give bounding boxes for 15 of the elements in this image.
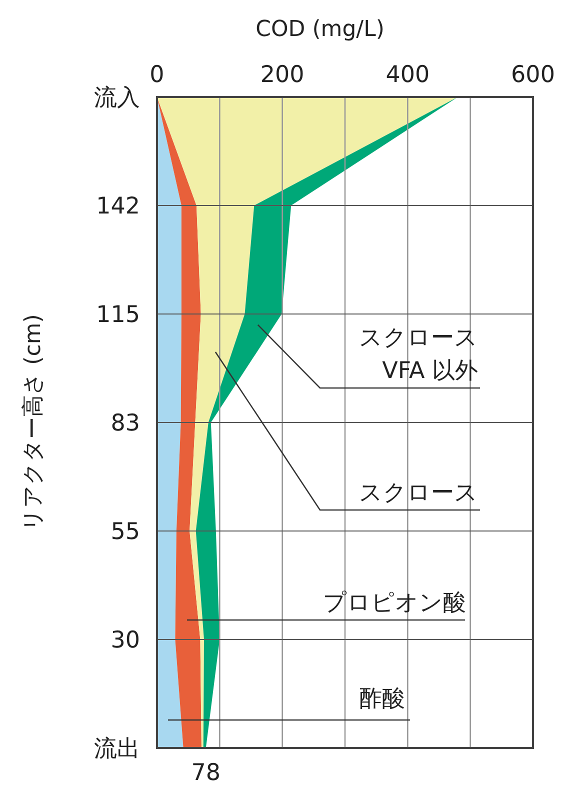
x-tick-label: 600	[511, 62, 555, 88]
text: スクロース	[359, 480, 478, 506]
x-tick-label: 0	[150, 62, 164, 88]
x-tick-label: 200	[260, 62, 304, 88]
y-tick-label: 55	[110, 519, 140, 545]
x-tick-label: 400	[386, 62, 430, 88]
y-tick-label: 流入	[94, 85, 140, 111]
y-tick-label: 83	[110, 410, 140, 436]
x-axis-title: COD (mg/L)	[256, 17, 384, 42]
y-axis-title: リアクター高さ (cm)	[21, 314, 46, 531]
annotation: 78	[191, 760, 221, 786]
y-tick-label: 142	[96, 194, 140, 220]
y-tick-label: 30	[110, 628, 140, 654]
y-tick-label: 流出	[94, 736, 140, 762]
y-tick-label: 115	[96, 302, 140, 328]
